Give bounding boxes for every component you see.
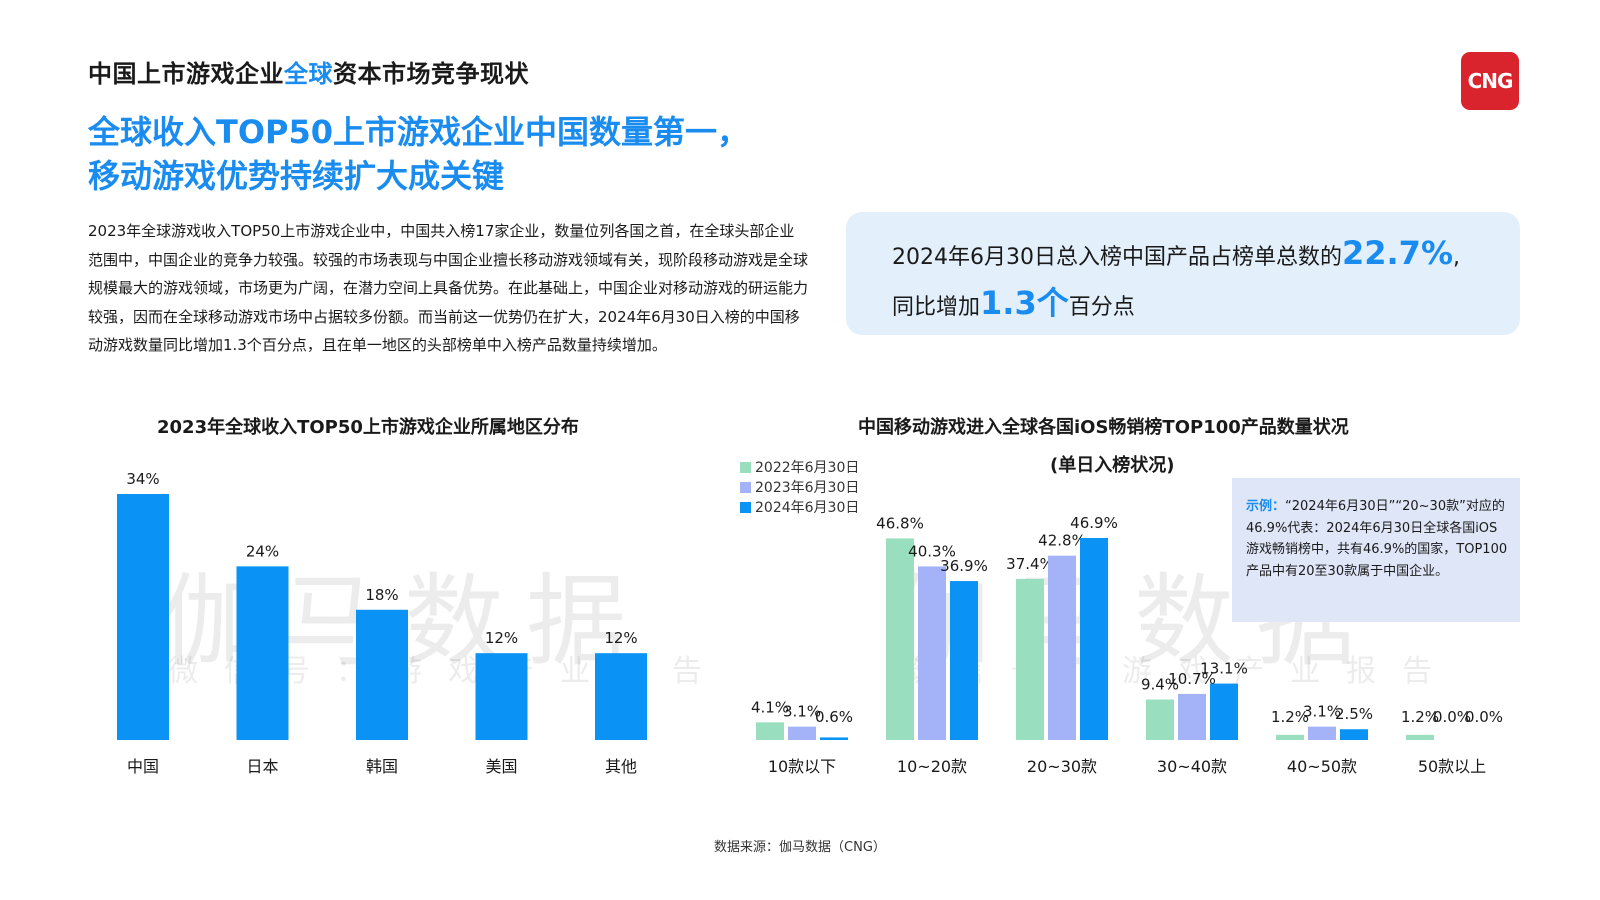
bar — [1016, 578, 1044, 740]
x-tick-label: 10款以下 — [768, 757, 836, 776]
legend-swatch-2024 — [740, 501, 751, 513]
legend-label-2022: 2022年6月30日 — [755, 460, 860, 476]
bar — [1080, 538, 1108, 740]
logo-text: CNG — [1467, 69, 1514, 93]
bar — [788, 726, 816, 740]
summary-paragraph: 2023年全球游戏收入TOP50上市游戏企业中，中国共入榜17家企业，数量位列各… — [88, 222, 809, 354]
data-label: 12% — [485, 629, 518, 647]
callout-line-1-tail: , — [1453, 245, 1460, 270]
data-label: 24% — [246, 542, 279, 560]
callout-increase-value: 1.3个 — [980, 284, 1069, 322]
callout-line-1-text: 2024年6月30日总入榜中国产品占榜单总数的 — [892, 245, 1342, 270]
x-tick-label: 美国 — [485, 757, 517, 776]
data-label: 46.8% — [876, 514, 924, 532]
x-tick-label: 20~30款 — [1027, 757, 1097, 776]
bar — [595, 653, 647, 740]
bar — [475, 653, 528, 740]
legend-item-2024: 2024年6月30日 — [740, 497, 859, 517]
legend-item-2022: 2022年6月30日 — [740, 457, 859, 477]
callout-line-2-tail: 百分点 — [1068, 295, 1135, 320]
highlight-callout: 2024年6月30日总入榜中国产品占榜单总数的22.7%, 同比增加1.3个百分… — [846, 212, 1520, 335]
x-tick-label: 日本 — [246, 757, 278, 776]
bar — [236, 566, 289, 740]
data-source: 数据来源：伽马数据（CNG） — [714, 840, 886, 855]
bar — [918, 566, 946, 740]
x-tick-label: 中国 — [127, 757, 159, 776]
note-text: 示例：“2024年6月30日”“20~30款”对应的46.9%代表：2024年6… — [1246, 496, 1508, 582]
page-title: 中国上市游戏企业全球资本市场竞争现状 — [88, 54, 529, 89]
headline-line-1: 全球收入TOP50上市游戏企业中国数量第一， — [88, 113, 750, 151]
callout-line-2-text: 同比增加 — [892, 295, 981, 320]
legend-item-2023: 2023年6月30日 — [740, 477, 859, 497]
data-label: 12% — [604, 629, 637, 647]
data-label: 40.3% — [908, 542, 956, 560]
bar — [950, 581, 978, 740]
note-body: “2024年6月30日”“20~30款”对应的46.9%代表：2024年6月30… — [1246, 499, 1508, 579]
legend-swatch-2022 — [740, 461, 751, 473]
data-label: 10.7% — [1168, 670, 1216, 688]
callout-line-2: 同比增加1.3个百分点 — [892, 278, 1135, 324]
x-tick-label: 韩国 — [366, 757, 398, 776]
chart2-legend: 2022年6月30日 2023年6月30日 2024年6月30日 — [740, 457, 859, 517]
example-note: 示例：“2024年6月30日”“20~30款”对应的46.9%代表：2024年6… — [1232, 478, 1520, 622]
watermark-right-sub: 微信号：游戏产业报告 — [898, 654, 1458, 689]
legend-label-2024: 2024年6月30日 — [755, 500, 860, 516]
data-label: 0.0% — [1433, 708, 1471, 726]
bar — [1048, 555, 1076, 740]
ios-ranking-bar-chart: 4.1%3.1%0.6%10款以下46.8%40.3%36.9%10~20款37… — [751, 514, 1503, 776]
legend-label-2023: 2023年6月30日 — [755, 480, 860, 496]
title-part-2: 资本市场竞争现状 — [333, 60, 529, 88]
x-tick-label: 50款以上 — [1418, 757, 1486, 776]
x-tick-label: 10~20款 — [897, 757, 967, 776]
bar — [1276, 734, 1304, 740]
data-label: 18% — [365, 586, 398, 604]
data-label: 9.4% — [1141, 676, 1179, 694]
data-label: 3.1% — [783, 703, 821, 721]
bar — [117, 494, 169, 740]
bar — [1178, 693, 1206, 740]
data-label: 37.4% — [1006, 555, 1054, 573]
data-label: 46.9% — [1070, 514, 1118, 532]
callout-line-1: 2024年6月30日总入榜中国产品占榜单总数的22.7%, — [892, 234, 1460, 272]
note-label: 示例： — [1246, 499, 1286, 514]
cng-logo: CNG — [1461, 52, 1519, 110]
title-part-1: 中国上市游戏企业 — [88, 60, 284, 88]
data-label: 4.1% — [751, 698, 789, 716]
bar — [1340, 729, 1368, 740]
chart2-title: 中国移动游戏进入全球各国iOS畅销榜TOP100产品数量状况 — [858, 417, 1349, 438]
x-tick-label: 30~40款 — [1157, 757, 1227, 776]
data-label: 34% — [126, 470, 159, 488]
data-label: 13.1% — [1200, 660, 1248, 678]
bar — [356, 609, 408, 740]
data-label: 3.1% — [1303, 703, 1341, 721]
region-bar-chart: 34% 中国 24% 日本 18% 韩国 12% 美国 12% 其他 — [117, 470, 647, 776]
bar — [1406, 734, 1434, 740]
bar — [886, 538, 914, 740]
callout-share-value: 22.7% — [1341, 234, 1453, 272]
data-label: 0.0% — [1465, 708, 1503, 726]
bar — [1210, 683, 1238, 740]
data-label: 1.2% — [1401, 708, 1439, 726]
bar — [1146, 699, 1174, 740]
headline: 全球收入TOP50上市游戏企业中国数量第一， 移动游戏优势持续扩大成关键 — [88, 110, 749, 198]
chart2-subtitle: (单日入榜状况) — [1050, 455, 1175, 476]
data-label: 0.6% — [815, 708, 853, 726]
headline-line-2: 移动游戏优势持续扩大成关键 — [88, 157, 505, 195]
data-label: 42.8% — [1038, 532, 1086, 550]
x-tick-label: 其他 — [605, 757, 637, 776]
x-tick-label: 40~50款 — [1287, 757, 1357, 776]
title-highlight: 全球 — [284, 60, 333, 88]
data-label: 2.5% — [1335, 705, 1373, 723]
data-label: 36.9% — [940, 557, 988, 575]
bar — [756, 722, 784, 740]
chart1-title: 2023年全球收入TOP50上市游戏企业所属地区分布 — [157, 417, 579, 438]
bar — [1308, 726, 1336, 740]
legend-swatch-2023 — [740, 481, 751, 493]
bar — [820, 737, 848, 740]
data-label: 1.2% — [1271, 708, 1309, 726]
